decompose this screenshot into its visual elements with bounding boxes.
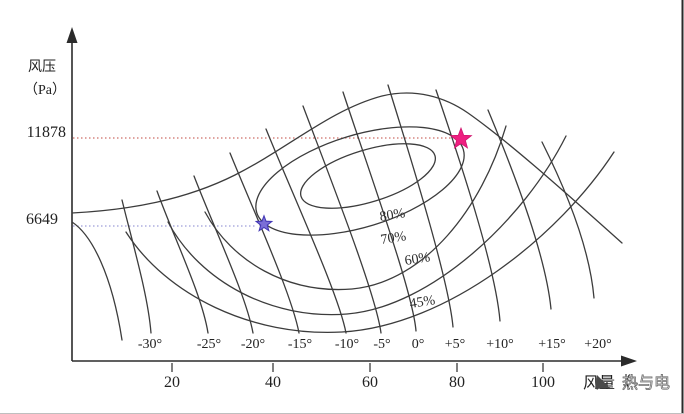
blade-angle-label: +5° <box>445 337 466 352</box>
blade-angle-curve <box>435 89 501 322</box>
flow-tick-label: 80 <box>449 374 465 391</box>
blade-angle-label: +10° <box>486 337 514 352</box>
efficiency-ellipse-inner <box>299 143 437 209</box>
blade-angle-label: -30° <box>138 337 162 352</box>
flow-tick-label: 20 <box>164 374 180 391</box>
blade-angle-label: -10° <box>335 337 359 352</box>
efficiency-ellipse-80 <box>255 126 465 236</box>
right-arrow-icon <box>621 355 637 367</box>
flow-tick-label: 40 <box>265 374 281 391</box>
watermark-text: 热与电 <box>622 374 670 392</box>
blade-angle-curve <box>229 152 300 334</box>
efficiency-label: 60% <box>404 250 432 269</box>
blade-angle-label: 0° <box>412 337 425 352</box>
blade-angle-label: -5° <box>373 337 390 352</box>
blade-angle-label: -20° <box>241 337 265 352</box>
blade-angle-curve <box>302 105 382 334</box>
pressure-value-high: 11878 <box>27 124 66 141</box>
flow-tick-label: 100 <box>531 374 555 391</box>
blade-angle-curve <box>487 109 552 310</box>
pressure-value-low: 6649 <box>26 211 58 228</box>
pink-star-marker <box>449 126 473 149</box>
blade-angle-label: -15° <box>288 337 312 352</box>
pressure-axis-unit: （Pa） <box>24 82 66 98</box>
blade-angle-label: +15° <box>538 337 566 352</box>
watermark-logo-icon <box>595 375 610 389</box>
blade-angle-curve <box>121 199 152 334</box>
blade-angle-curve <box>265 128 347 334</box>
flow-axis-name: 风量（ <box>583 374 631 392</box>
efficiency-label: 45% <box>409 293 437 312</box>
efficiency-curve-45 <box>125 151 615 334</box>
envelope-curve <box>71 92 623 244</box>
blade-angle-curve <box>387 84 454 328</box>
blade-angle-curve <box>193 175 254 334</box>
blade-angle-label: +20° <box>584 337 612 352</box>
pressure-axis-name: 风压 <box>28 60 56 75</box>
blade-angle-curve <box>342 91 417 332</box>
blade-angle-label: -25° <box>197 337 221 352</box>
efficiency-label: 80% <box>379 206 407 225</box>
blade-angle-curve <box>156 190 209 334</box>
left-boundary-curve <box>71 221 123 341</box>
flow-tick-label: 60 <box>362 374 378 391</box>
blue-star-marker <box>254 214 274 232</box>
efficiency-label: 70% <box>380 229 408 248</box>
up-arrow-icon <box>66 27 78 43</box>
efficiency-curve-60 <box>167 135 567 316</box>
efficiency-curve-70 <box>204 125 507 291</box>
